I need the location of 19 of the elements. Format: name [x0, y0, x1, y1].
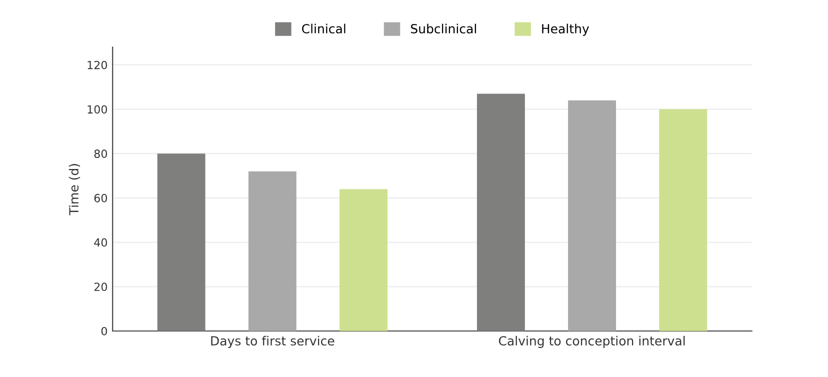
bar: [568, 100, 616, 332]
bar: [248, 171, 296, 332]
bar: [476, 94, 525, 332]
y-tick-label: 20: [94, 282, 108, 292]
legend-label: Healthy: [542, 24, 589, 36]
y-tick-label: 80: [94, 150, 108, 158]
y-tick-label: 40: [94, 238, 108, 247]
legend-label: Subclinical: [410, 24, 476, 34]
x-tick-label: Days to first service: [211, 336, 334, 348]
y-axis-title: Time (d): [68, 164, 80, 216]
bar: [340, 189, 388, 332]
legend-label: Clinical: [302, 24, 346, 34]
y-tick-label: 0: [101, 326, 108, 336]
x-tick-label: Calving to conception interval: [498, 336, 685, 348]
bar: [659, 109, 708, 332]
y-tick-label: 120: [88, 60, 108, 70]
bar: [157, 154, 206, 332]
y-tick-label: 100: [88, 105, 108, 114]
y-tick-label: 60: [94, 194, 108, 202]
